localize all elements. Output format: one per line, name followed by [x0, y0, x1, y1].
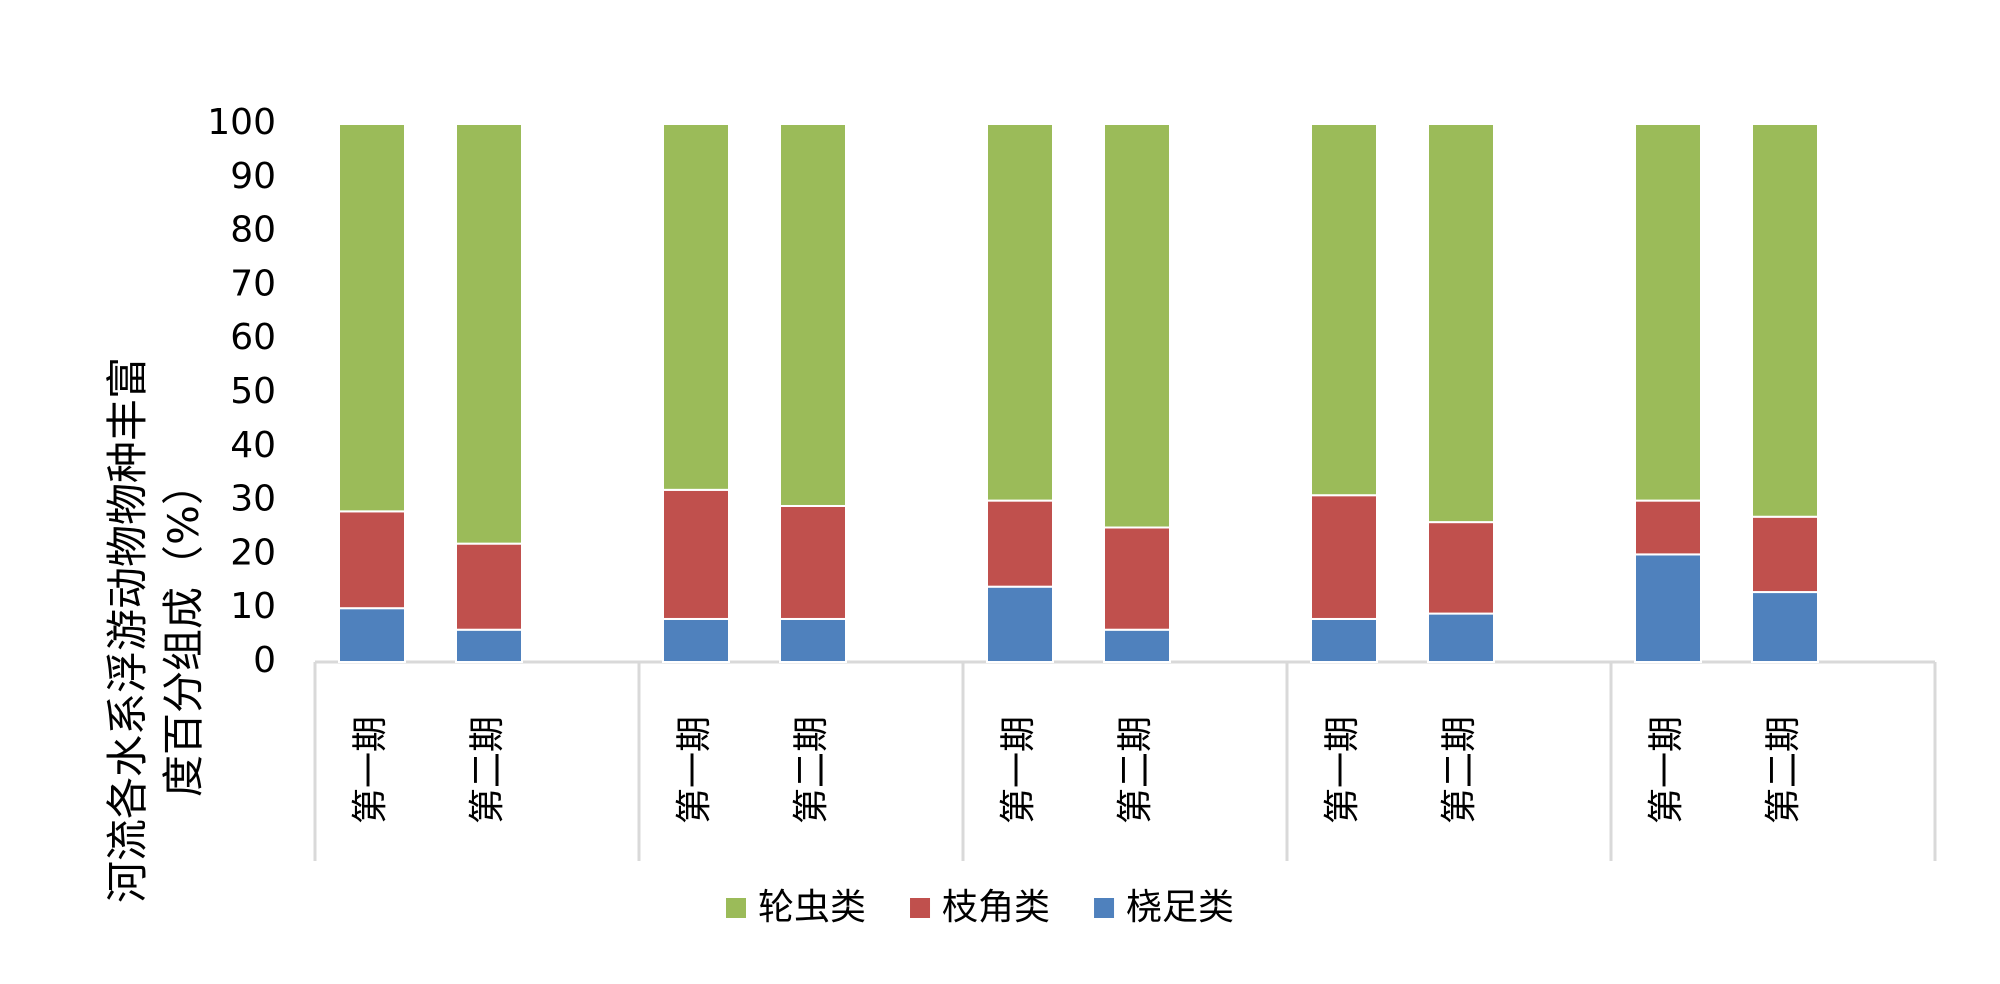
legend-label: 枝角类: [942, 887, 1050, 928]
legend-swatch: [910, 898, 931, 918]
x-tick-label: 第二期: [467, 716, 508, 824]
bar-segment: [779, 617, 847, 664]
bar-segment: [455, 542, 523, 631]
y-tick-label: 60: [230, 317, 276, 358]
x-tick-label: 第一期: [350, 716, 391, 824]
bar-segment: [1427, 123, 1495, 524]
bar-segment: [986, 123, 1054, 502]
y-tick-label: 80: [230, 210, 276, 251]
legend-swatch: [726, 898, 746, 918]
bar-segment: [779, 504, 847, 620]
y-tick-label: 20: [230, 532, 276, 573]
bar-segment: [1103, 123, 1171, 529]
bar-segment: [1427, 521, 1495, 615]
y-tick-label: 30: [230, 479, 276, 520]
bar-segment: [986, 499, 1054, 588]
bar-segment: [779, 123, 847, 507]
y-tick-label: 40: [230, 425, 276, 466]
legend-swatch: [1094, 898, 1115, 918]
x-tick-label: 第一期: [998, 716, 1039, 824]
y-tick-label: 50: [230, 371, 276, 412]
y-tick-label: 70: [230, 263, 276, 304]
bar-segment: [1103, 526, 1171, 631]
bar-segment: [1634, 499, 1702, 556]
bar-segment: [662, 488, 730, 620]
bar-segment: [455, 628, 523, 663]
x-tick-label: 第二期: [1439, 716, 1480, 824]
bar-segment: [1103, 628, 1171, 663]
y-tick-label: 90: [230, 156, 276, 197]
x-tick-label: 第一期: [674, 716, 715, 824]
bar-segment: [1634, 123, 1702, 502]
bar-segment: [338, 607, 406, 664]
bar-segment: [1310, 494, 1378, 620]
y-tick-label: 10: [230, 586, 276, 627]
bar-segment: [1427, 612, 1495, 664]
bar-segment: [1634, 553, 1702, 664]
legend-label: 轮虫类: [758, 887, 866, 928]
bar-segment: [1751, 591, 1819, 663]
bar-segment: [1310, 123, 1378, 497]
y-axis-label: 河流各水系浮游动物物种丰富度百分组成（%）: [103, 357, 208, 904]
x-tick-label: 第一期: [1322, 716, 1363, 824]
bar-segment: [662, 617, 730, 664]
bar-segment: [338, 510, 406, 610]
legend-label: 桡足类: [1126, 887, 1234, 928]
bar-segment: [1751, 515, 1819, 594]
bar-segment: [1310, 617, 1378, 664]
x-tick-label: 第一期: [1646, 716, 1687, 824]
x-tick-label: 第二期: [1115, 716, 1156, 824]
x-tick-label: 第二期: [1763, 716, 1804, 824]
y-tick-label: 0: [253, 640, 276, 681]
bar-segment: [1751, 123, 1819, 518]
bar-segment: [455, 123, 523, 545]
y-tick-label: 100: [207, 102, 276, 143]
bar-segment: [338, 123, 406, 513]
x-tick-label: 第二期: [791, 716, 832, 824]
bar-segment: [986, 585, 1054, 663]
bar-segment: [662, 123, 730, 491]
